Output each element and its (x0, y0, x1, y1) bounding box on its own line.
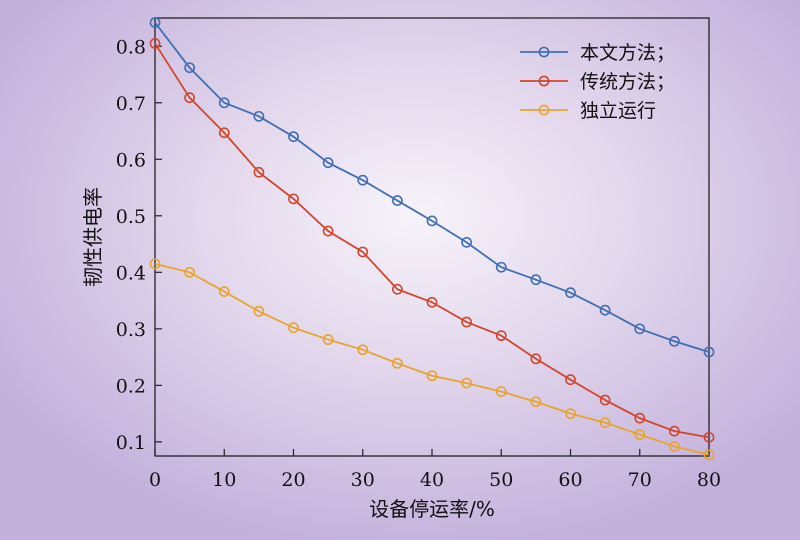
data-point (599, 394, 611, 406)
data-point (461, 236, 473, 248)
legend-item: 独立运行 (520, 100, 656, 122)
data-point (703, 449, 715, 461)
legend-label: 传统方法； (580, 71, 675, 93)
data-point (495, 261, 507, 273)
data-point (599, 304, 611, 316)
data-point (357, 246, 369, 258)
x-tick-label: 60 (558, 469, 582, 491)
data-point (149, 38, 161, 49)
data-point (288, 322, 299, 334)
data-point (426, 296, 438, 308)
data-point (184, 62, 196, 74)
data-point (668, 425, 680, 437)
legend-item: 传统方法； (520, 71, 675, 93)
data-point (703, 431, 715, 443)
x-axis-title: 设备停运率/% (369, 497, 495, 521)
y-tick-label: 0.3 (116, 319, 146, 341)
x-tick-label: 10 (212, 469, 236, 491)
data-point (426, 370, 438, 382)
legend-marker (538, 75, 550, 87)
data-point (565, 287, 576, 299)
y-tick-label: 0.4 (116, 262, 146, 284)
data-point (322, 225, 334, 237)
data-point (391, 357, 403, 369)
series-line (154, 262, 710, 456)
data-point (357, 344, 369, 356)
x-tick-label: 0 (149, 469, 161, 491)
x-tick-label: 80 (697, 469, 721, 491)
data-point (357, 174, 369, 186)
series-line (154, 42, 710, 439)
data-point (495, 386, 507, 397)
series-layer (149, 17, 715, 461)
series-line (154, 21, 710, 353)
data-point (391, 195, 403, 206)
data-point (184, 92, 196, 104)
data-point (149, 258, 161, 270)
data-point (253, 110, 265, 122)
series-1 (149, 17, 715, 358)
data-point (565, 408, 576, 420)
data-point (530, 353, 542, 365)
series-2 (149, 38, 715, 443)
data-point (149, 17, 161, 28)
legend-marker (538, 104, 550, 116)
y-tick-label: 0.7 (116, 93, 146, 115)
y-tick-label: 0.2 (116, 375, 146, 397)
legend-label: 本文方法； (580, 42, 675, 64)
data-point (426, 215, 438, 227)
x-axis: 0 10 20 30 40 50 60 70 80 (149, 449, 721, 491)
x-tick-label: 70 (628, 469, 652, 491)
data-point (253, 166, 265, 178)
data-point (391, 283, 403, 295)
data-point (634, 429, 646, 440)
x-tick-label: 20 (281, 469, 305, 491)
data-point (218, 127, 230, 139)
data-point (322, 157, 334, 169)
data-point (668, 335, 680, 347)
series-3 (149, 258, 715, 461)
data-point (461, 316, 473, 328)
data-point (530, 274, 542, 286)
y-axis: 0.1 0.2 0.3 0.4 0.5 0.6 0.7 0.8 (116, 36, 162, 454)
y-tick-label: 0.8 (116, 36, 146, 58)
x-tick-label: 30 (351, 469, 375, 491)
data-point (599, 417, 611, 429)
legend: 本文方法； 传统方法； 独立运行 (520, 42, 675, 122)
data-point (184, 266, 196, 278)
data-point (288, 193, 299, 205)
data-point (495, 330, 507, 342)
x-tick-label: 50 (489, 469, 513, 491)
data-point (703, 346, 715, 358)
data-point (634, 323, 646, 335)
data-point (218, 286, 230, 297)
legend-label: 独立运行 (580, 100, 656, 122)
data-point (461, 377, 473, 389)
data-point (288, 131, 299, 143)
x-tick-label: 40 (420, 469, 444, 491)
legend-marker (538, 46, 550, 58)
y-tick-label: 0.1 (116, 432, 146, 454)
legend-item: 本文方法； (520, 42, 675, 64)
y-axis-title: 韧性供电率 (81, 187, 105, 287)
data-point (565, 374, 576, 386)
data-point (530, 396, 542, 408)
data-point (218, 97, 230, 109)
y-tick-label: 0.6 (116, 149, 146, 171)
y-tick-label: 0.5 (116, 206, 146, 228)
data-point (322, 334, 334, 345)
data-point (668, 440, 680, 452)
data-point (634, 412, 646, 424)
data-point (253, 305, 265, 317)
